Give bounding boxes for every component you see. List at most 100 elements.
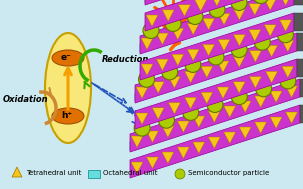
Polygon shape (146, 15, 158, 26)
Polygon shape (145, 0, 291, 5)
Polygon shape (297, 59, 303, 77)
Polygon shape (145, 0, 291, 31)
Circle shape (143, 22, 159, 39)
Polygon shape (172, 54, 184, 66)
Polygon shape (218, 13, 230, 25)
Polygon shape (140, 0, 294, 54)
Polygon shape (239, 101, 251, 112)
Polygon shape (193, 116, 205, 128)
Polygon shape (145, 0, 291, 3)
Circle shape (280, 73, 296, 89)
Polygon shape (280, 20, 291, 31)
Circle shape (254, 34, 270, 50)
Polygon shape (172, 28, 184, 40)
Polygon shape (224, 132, 236, 143)
Circle shape (231, 0, 247, 11)
Polygon shape (140, 13, 294, 80)
Polygon shape (195, 0, 207, 11)
Polygon shape (264, 25, 276, 36)
Polygon shape (266, 71, 278, 83)
Polygon shape (264, 0, 276, 10)
Polygon shape (152, 108, 164, 119)
Polygon shape (135, 41, 297, 101)
Circle shape (208, 49, 224, 65)
Polygon shape (224, 106, 236, 118)
Polygon shape (227, 0, 239, 1)
Text: Octahedral unit: Octahedral unit (103, 170, 158, 176)
Polygon shape (152, 82, 164, 93)
Polygon shape (185, 71, 197, 83)
Polygon shape (141, 38, 153, 50)
Polygon shape (297, 33, 303, 51)
Polygon shape (135, 59, 297, 129)
Polygon shape (156, 33, 168, 45)
Polygon shape (300, 87, 303, 95)
Circle shape (160, 5, 186, 31)
Polygon shape (187, 23, 199, 35)
Polygon shape (130, 79, 300, 152)
Polygon shape (187, 49, 199, 61)
Polygon shape (201, 92, 213, 104)
Text: e⁻: e⁻ (61, 53, 72, 63)
Polygon shape (130, 105, 300, 178)
Circle shape (231, 42, 247, 58)
Polygon shape (211, 0, 223, 6)
Polygon shape (203, 18, 215, 30)
Circle shape (278, 27, 293, 43)
Polygon shape (233, 35, 245, 46)
Ellipse shape (52, 50, 84, 66)
Polygon shape (156, 59, 168, 71)
Polygon shape (162, 126, 174, 138)
Polygon shape (249, 30, 261, 41)
Circle shape (183, 104, 199, 120)
Polygon shape (294, 13, 303, 31)
Circle shape (209, 2, 225, 18)
Text: Oxidation: Oxidation (3, 95, 48, 105)
Polygon shape (233, 82, 245, 93)
Circle shape (187, 9, 203, 25)
Polygon shape (218, 40, 230, 51)
Polygon shape (131, 162, 143, 174)
Polygon shape (146, 0, 158, 1)
Polygon shape (168, 103, 180, 114)
Text: h⁺: h⁺ (62, 112, 72, 121)
Polygon shape (203, 44, 215, 56)
Polygon shape (285, 86, 298, 98)
Circle shape (185, 57, 201, 72)
Circle shape (231, 89, 247, 105)
Polygon shape (249, 77, 261, 88)
Polygon shape (249, 4, 261, 15)
Polygon shape (217, 87, 229, 98)
Circle shape (253, 0, 269, 4)
Circle shape (165, 15, 181, 32)
Polygon shape (208, 111, 220, 122)
Polygon shape (294, 0, 303, 5)
Polygon shape (201, 66, 213, 78)
Polygon shape (249, 51, 261, 62)
Polygon shape (141, 64, 153, 75)
Circle shape (207, 97, 223, 112)
Polygon shape (255, 96, 267, 108)
Circle shape (134, 120, 150, 136)
Circle shape (162, 64, 178, 80)
Polygon shape (136, 113, 148, 125)
Polygon shape (297, 41, 303, 49)
Bar (88, 170, 100, 178)
Polygon shape (300, 105, 303, 123)
Polygon shape (135, 33, 297, 103)
Ellipse shape (45, 33, 91, 143)
Polygon shape (131, 136, 143, 147)
Polygon shape (136, 87, 148, 98)
Polygon shape (266, 45, 278, 57)
Polygon shape (282, 66, 294, 78)
Polygon shape (185, 97, 197, 109)
Polygon shape (280, 0, 291, 5)
Polygon shape (217, 61, 229, 73)
Polygon shape (270, 117, 282, 129)
Polygon shape (233, 9, 245, 20)
Polygon shape (168, 77, 180, 88)
Text: Tetrahedral unit: Tetrahedral unit (26, 170, 82, 176)
Circle shape (175, 169, 185, 179)
Polygon shape (193, 142, 205, 153)
Polygon shape (162, 152, 174, 163)
